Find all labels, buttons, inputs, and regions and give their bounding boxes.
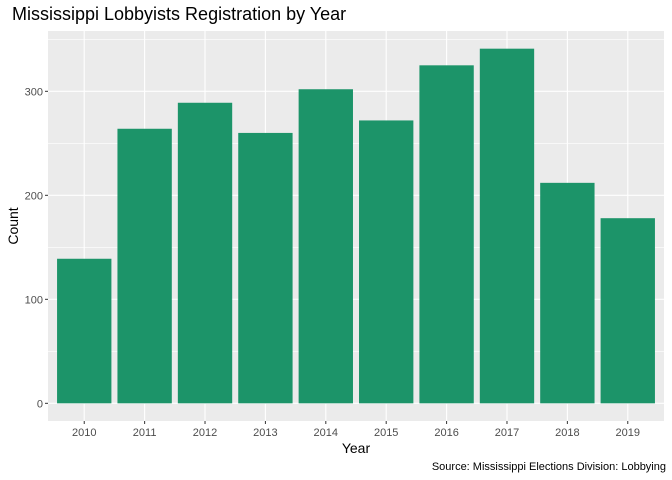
bar-2014 [298, 89, 353, 404]
chart-title: Mississippi Lobbyists Registration by Ye… [12, 4, 347, 24]
y-tick-label: 100 [25, 294, 43, 306]
x-tick-label: 2012 [193, 427, 217, 439]
bar-2019 [600, 218, 655, 404]
x-tick-label: 2011 [133, 427, 157, 439]
bar-2016 [419, 65, 474, 404]
x-tick-label: 2017 [495, 427, 519, 439]
axes: 0 100 200 300 2010 2011 2012 2013 2014 2015 2016 20… [25, 86, 640, 439]
chart-caption: Source: Mississippi Elections Division: … [431, 461, 666, 473]
bar-2015 [359, 120, 414, 404]
x-tick-label: 2018 [555, 427, 579, 439]
x-tick-label: 2014 [314, 427, 338, 439]
y-tick-label: 300 [25, 86, 43, 98]
bar-2011 [117, 128, 172, 404]
bar-2018 [540, 182, 595, 404]
x-tick-label: 2010 [72, 427, 96, 439]
bar-2013 [238, 132, 293, 404]
bar-2017 [479, 48, 535, 404]
y-axis-title: Count [5, 207, 21, 244]
bar-2012 [177, 102, 233, 404]
y-tick-label: 0 [37, 398, 43, 410]
x-tick-label: 2019 [616, 427, 640, 439]
x-tick-label: 2015 [374, 427, 398, 439]
x-tick-label: 2013 [253, 427, 277, 439]
bars [57, 48, 655, 404]
bar-2010 [57, 258, 112, 404]
y-tick-label: 200 [25, 190, 43, 202]
x-axis-title: Year [342, 440, 371, 456]
x-tick-label: 2016 [434, 427, 458, 439]
